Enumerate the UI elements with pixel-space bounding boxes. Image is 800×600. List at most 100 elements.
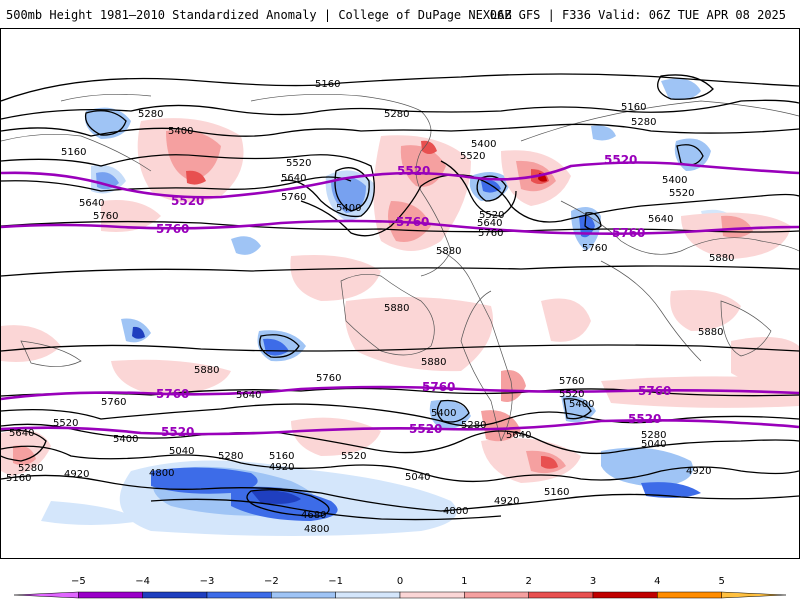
contour-label: 5160 bbox=[621, 102, 646, 113]
contour-label: 4920 bbox=[64, 469, 89, 480]
contour-label: 5160 bbox=[544, 487, 569, 498]
colorbar-tick-label: −1 bbox=[328, 576, 343, 587]
colorbar-tick-label: 5 bbox=[718, 576, 724, 587]
contour-label: 5760 bbox=[582, 243, 607, 254]
colorbar-segment bbox=[657, 591, 722, 599]
contour-label: 5640 bbox=[648, 214, 673, 225]
contour-label: 5760 bbox=[93, 211, 118, 222]
contour-label: 5520 bbox=[286, 158, 311, 169]
contour-label: 4920 bbox=[494, 496, 519, 507]
contour-label: 4920 bbox=[269, 462, 294, 473]
contour-label: 5160 bbox=[269, 451, 294, 462]
colorbar-tick-label: 1 bbox=[461, 576, 467, 587]
contour-label: 5520 bbox=[669, 188, 694, 199]
purple-contour-label: 5760 bbox=[156, 222, 189, 236]
contour-label: 5400 bbox=[431, 408, 456, 419]
contour-label: 5400 bbox=[569, 399, 594, 410]
contour-label: 5040 bbox=[641, 439, 666, 450]
colorbar-segment bbox=[206, 591, 272, 599]
purple-contour-label: 5760 bbox=[156, 387, 189, 401]
header: 500mb Height 1981–2010 Standardized Anom… bbox=[0, 0, 800, 28]
colorbar-tick-label: −2 bbox=[264, 576, 279, 587]
contour-label: 5280 bbox=[631, 117, 656, 128]
contour-label: 5280 bbox=[641, 430, 666, 441]
contour-label: 5880 bbox=[194, 365, 219, 376]
map-title: 500mb Height 1981–2010 Standardized Anom… bbox=[6, 8, 512, 22]
purple-contour-labels: 5520 5760 5520 5760 5520 5760 5760 5520 … bbox=[156, 153, 671, 439]
contour-label: 5040 bbox=[169, 446, 194, 457]
contour-label: 5280 bbox=[218, 451, 243, 462]
colorbar-segment bbox=[464, 591, 529, 599]
contour-label: 5880 bbox=[421, 357, 446, 368]
weather-map: 5160 5160 5280 5400 5160 5520 5640 5760 … bbox=[1, 73, 799, 536]
contour-label: 5640 bbox=[236, 390, 261, 401]
colorbar-segment bbox=[271, 591, 336, 599]
contour-label: 5280 bbox=[461, 420, 486, 431]
colorbar-segment bbox=[13, 591, 79, 599]
map-panel[interactable]: 5160 5160 5280 5400 5160 5520 5640 5760 … bbox=[0, 28, 800, 559]
contour-label: 5760 bbox=[559, 376, 584, 387]
contour-label: 5400 bbox=[168, 126, 193, 137]
anomaly-colorbar: −5 −4 −3 −2 −1 0 1 2 3 4 5 bbox=[13, 576, 787, 599]
contour-label: 5640 bbox=[506, 430, 531, 441]
contour-label: 5880 bbox=[709, 253, 734, 264]
model-run-info: 06Z GFS | F336 Valid: 06Z TUE APR 08 202… bbox=[489, 8, 786, 22]
contour-label: 4800 bbox=[149, 468, 174, 479]
contour-label: 5640 bbox=[79, 198, 104, 209]
colorbar-tick-label: 0 bbox=[397, 576, 403, 587]
contour-label: 5640 bbox=[9, 428, 34, 439]
contour-label: 5520 bbox=[460, 151, 485, 162]
contour-label: 5520 bbox=[479, 210, 504, 221]
purple-contour-label: 5520 bbox=[628, 412, 661, 426]
contour-label: 5520 bbox=[559, 389, 584, 400]
contour-label: 5400 bbox=[471, 139, 496, 150]
contour-label: 5400 bbox=[662, 175, 687, 186]
colorbar-segment bbox=[721, 591, 787, 599]
contour-labels: 5160 5160 5280 5400 5160 5520 5640 5760 … bbox=[6, 79, 734, 535]
contour-label: 5400 bbox=[113, 434, 138, 445]
contour-label: 5520 bbox=[53, 418, 78, 429]
contour-label: 5640 bbox=[281, 173, 306, 184]
colorbar-segment bbox=[592, 591, 658, 599]
colorbar-segment bbox=[399, 591, 465, 599]
purple-contour-label: 5520 bbox=[409, 422, 442, 436]
contour-label: 5760 bbox=[101, 397, 126, 408]
purple-contour-label: 5520 bbox=[161, 425, 194, 439]
colorbar-tick-label: 2 bbox=[525, 576, 531, 587]
colorbar-tick-label: 4 bbox=[654, 576, 660, 587]
contour-label: 5880 bbox=[436, 246, 461, 257]
colorbar-tick-label: −3 bbox=[200, 576, 215, 587]
purple-contour-label: 5760 bbox=[422, 380, 455, 394]
purple-contour-label: 5520 bbox=[604, 153, 637, 167]
contour-label: 4800 bbox=[443, 506, 468, 517]
contour-label: 4800 bbox=[304, 524, 329, 535]
contour-label: 5760 bbox=[316, 373, 341, 384]
contour-label: 5280 bbox=[18, 463, 43, 474]
colorbar-tick-label: −4 bbox=[135, 576, 150, 587]
negative-anomaly-shading bbox=[41, 78, 736, 536]
contour-label: 5160 bbox=[6, 473, 31, 484]
thick-purple-contours bbox=[1, 161, 799, 436]
contour-label: 5760 bbox=[478, 228, 503, 239]
colorbar-tick-labels: −5 −4 −3 −2 −1 0 1 2 3 4 5 bbox=[71, 576, 725, 587]
contour-label: 5160 bbox=[315, 79, 340, 90]
colorbar-segment bbox=[528, 591, 594, 599]
purple-contour-label: 5760 bbox=[638, 384, 671, 398]
purple-contour-label: 5520 bbox=[171, 194, 204, 208]
colorbar-tick-label: 3 bbox=[590, 576, 596, 587]
contour-label: 5880 bbox=[698, 327, 723, 338]
contour-label: 5280 bbox=[138, 109, 163, 120]
contour-label: 5880 bbox=[384, 303, 409, 314]
purple-contour-label: 5760 bbox=[396, 215, 429, 229]
colorbar-segments bbox=[13, 591, 787, 599]
contour-label: 5040 bbox=[405, 472, 430, 483]
contour-label: 5400 bbox=[336, 203, 361, 214]
contour-label: 5280 bbox=[384, 109, 409, 120]
colorbar-segment bbox=[142, 591, 208, 599]
contour-label: 4920 bbox=[686, 466, 711, 477]
colorbar-segment bbox=[78, 591, 143, 599]
coastlines bbox=[1, 93, 799, 442]
contour-label: 5160 bbox=[61, 147, 86, 158]
purple-contour-label: 5520 bbox=[397, 164, 430, 178]
purple-contour-label: 5760 bbox=[612, 226, 645, 240]
